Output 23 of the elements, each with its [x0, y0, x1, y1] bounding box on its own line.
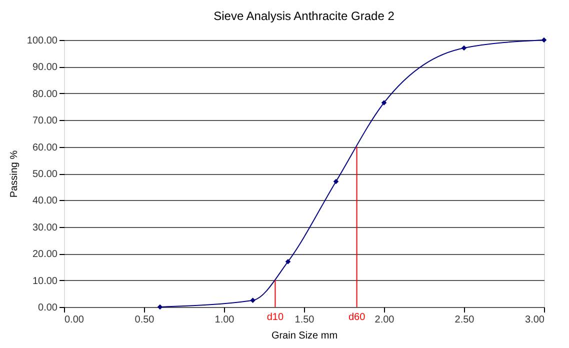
y-tick-label: 20.00	[32, 249, 58, 260]
y-tick-label: 80.00	[32, 88, 58, 100]
x-tick-label: 3.00	[525, 314, 545, 326]
y-tick-label: 10.00	[32, 276, 58, 287]
y-tick-label: 0.00	[38, 302, 58, 314]
text: d60	[348, 312, 366, 323]
y-tick-label: 50.00	[32, 169, 58, 180]
y-axis-title: Passing %	[8, 150, 20, 198]
text: d10	[266, 312, 284, 323]
x-tick-label: 0.50	[134, 314, 155, 326]
y-tick-label: 30.00	[32, 222, 58, 234]
y-tick-label: 100.00	[26, 36, 58, 46]
x-axis-title: Grain Size mm	[271, 330, 338, 342]
x-tick-label: 2.00	[374, 314, 395, 326]
y-tick-label: 60.00	[32, 142, 58, 154]
y-tick-label: 90.00	[32, 62, 58, 74]
y-tick-label: 40.00	[32, 196, 58, 207]
y-tick-label: 70.00	[32, 116, 58, 127]
x-tick-label: 1.50	[294, 314, 315, 326]
chart-title: Sieve Analysis Anthracite Grade 2	[214, 9, 395, 23]
x-tick-label: 2.50	[454, 314, 475, 326]
x-tick-label: 0.00	[64, 314, 84, 326]
x-tick-label: 1.00	[214, 314, 235, 326]
